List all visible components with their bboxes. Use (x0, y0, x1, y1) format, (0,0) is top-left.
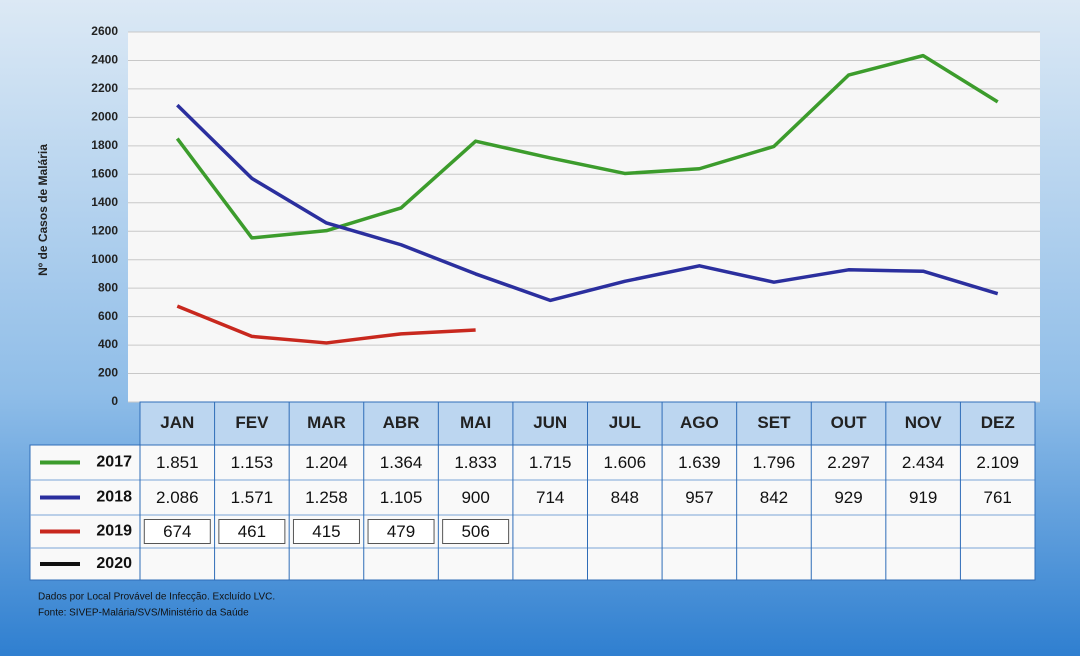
table-cell: 1.571 (231, 488, 274, 507)
x-tick-label: JAN (160, 413, 194, 432)
table-cell: 848 (611, 488, 639, 507)
table-cell: 1.258 (305, 488, 348, 507)
table-cell: 1.606 (604, 453, 647, 472)
y-tick-label: 600 (98, 309, 118, 323)
x-tick-label: JUN (533, 413, 567, 432)
legend-label: 2019 (96, 523, 132, 540)
x-tick-label: AGO (680, 413, 719, 432)
y-tick-label: 1200 (91, 223, 118, 237)
y-tick-label: 1400 (91, 195, 118, 209)
y-tick-label: 2600 (91, 24, 118, 38)
x-tick-label: MAR (307, 413, 346, 432)
table-cell: 1.204 (305, 453, 348, 472)
table-cell: 900 (461, 488, 489, 507)
table-cell: 1.153 (231, 453, 274, 472)
y-tick-label: 200 (98, 366, 118, 380)
x-tick-label: MAI (460, 413, 491, 432)
y-tick-label: 2200 (91, 81, 118, 95)
series-line (176, 304, 476, 345)
y-tick-label: 2400 (91, 53, 118, 67)
table-cell: 714 (536, 488, 564, 507)
table-cell: 461 (238, 522, 266, 541)
cell-box (367, 519, 435, 544)
y-tick-label: 400 (98, 337, 118, 351)
x-tick-label: NOV (905, 413, 943, 432)
table-cell: 1.639 (678, 453, 721, 472)
cell-box (218, 519, 286, 544)
table-cell: 2.109 (976, 453, 1019, 472)
x-tick-label: FEV (235, 413, 269, 432)
table-cell: 1.833 (454, 453, 497, 472)
table-cell: 1.851 (156, 453, 199, 472)
series-line (176, 103, 999, 303)
x-tick-label: DEZ (981, 413, 1015, 432)
table-cell: 1.796 (753, 453, 796, 472)
table-cell: 2.434 (902, 453, 945, 472)
y-tick-label: 2000 (91, 110, 118, 124)
note: Fonte: SIVEP-Malária/SVS/Ministério da S… (38, 608, 249, 619)
legend-label: 2020 (96, 555, 132, 572)
cell-box (292, 519, 360, 544)
cell-box (143, 519, 211, 544)
x-tick-label: SET (757, 413, 791, 432)
cell-box (442, 519, 510, 544)
y-tick-label: 1000 (91, 252, 118, 266)
table-cell: 919 (909, 488, 937, 507)
table-cell: 842 (760, 488, 788, 507)
y-tick-label: 800 (98, 280, 118, 294)
table-cell: 1.715 (529, 453, 572, 472)
table-cell: 957 (685, 488, 713, 507)
table-cell: 2.086 (156, 488, 199, 507)
y-tick-label: 1600 (91, 166, 118, 180)
series-line (175, 53, 999, 240)
x-tick-label: OUT (831, 413, 868, 432)
table-cell: 2.297 (827, 453, 870, 472)
table-cell: 674 (163, 522, 191, 541)
table-body (29, 444, 1036, 581)
y-tick-label: 0 (111, 394, 118, 408)
table-cell: 479 (387, 522, 415, 541)
table-cell: 506 (461, 522, 489, 541)
table-cell: 1.105 (380, 488, 423, 507)
x-tick-label: JUL (609, 413, 641, 432)
table-cell: 761 (984, 488, 1012, 507)
plot-area (128, 32, 1040, 402)
y-tick-label: 1800 (91, 138, 118, 152)
table-cell: 1.364 (380, 453, 423, 472)
note: Dados por Local Provável de Infecção. Ex… (38, 592, 275, 603)
legend-label: 2017 (96, 454, 132, 471)
y-axis-label: Nº de Casos de Malária (36, 144, 50, 276)
table-cell: 929 (834, 488, 862, 507)
x-tick-label: ABR (383, 413, 420, 432)
legend-label: 2018 (96, 489, 132, 506)
table-cell: 415 (312, 522, 340, 541)
